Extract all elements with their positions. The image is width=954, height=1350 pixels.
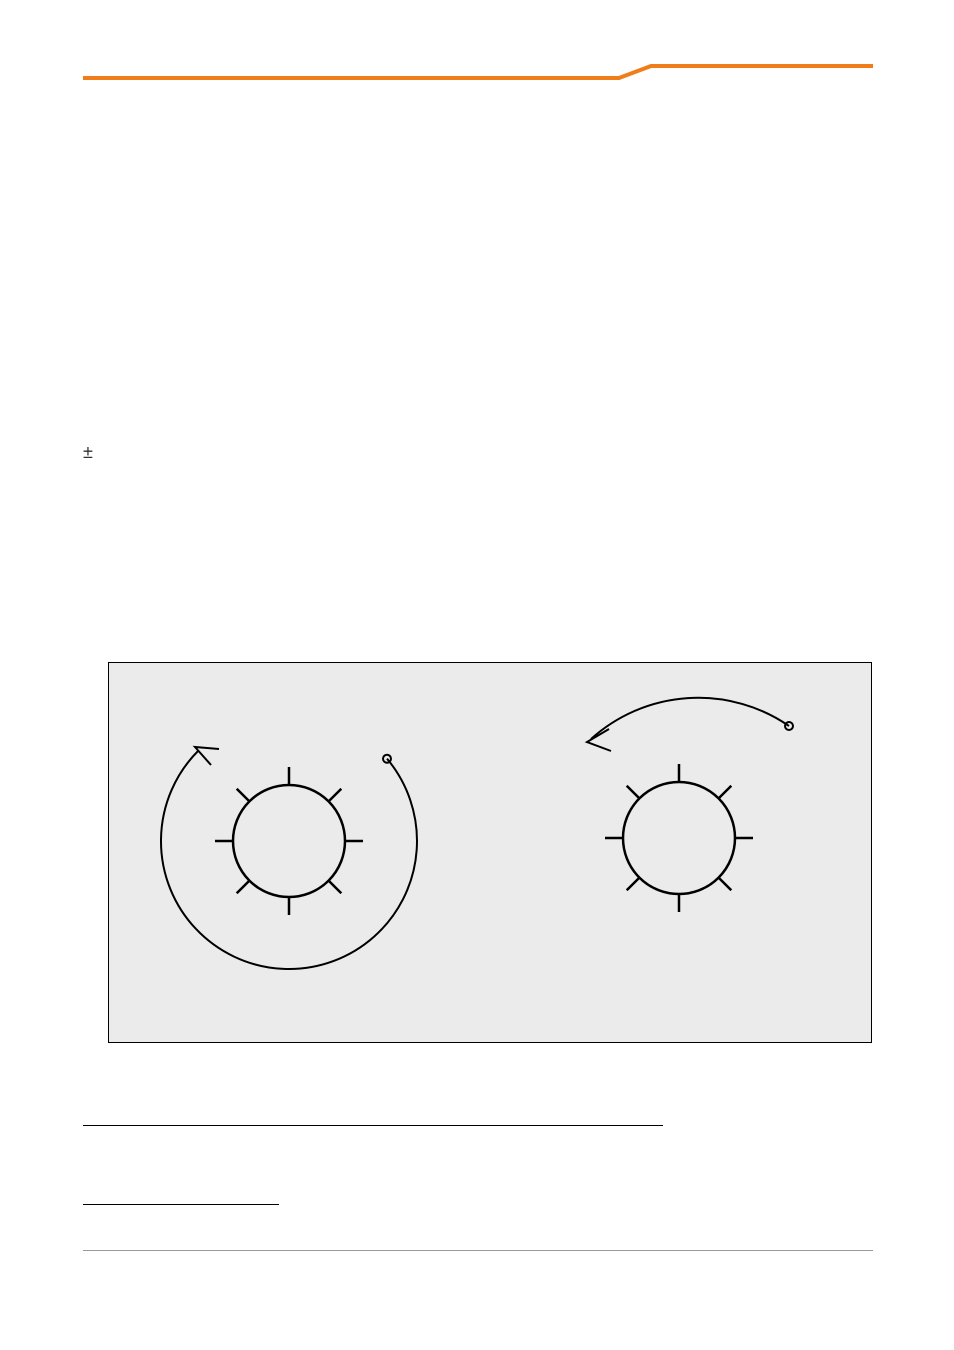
section-heading-underline — [83, 1204, 279, 1205]
right-rotation-arc — [587, 698, 793, 751]
left-gear-circle — [233, 785, 345, 897]
plusminus-symbol: ± — [83, 442, 93, 463]
right-gear-ticks — [605, 764, 753, 912]
right-gear-circle — [623, 782, 735, 894]
left-gear-ticks — [215, 767, 363, 915]
figure-caption-underline — [83, 1125, 663, 1126]
header-orange-rule — [83, 62, 873, 78]
footer-rule — [83, 1250, 873, 1251]
rotation-diagram — [108, 662, 872, 1043]
